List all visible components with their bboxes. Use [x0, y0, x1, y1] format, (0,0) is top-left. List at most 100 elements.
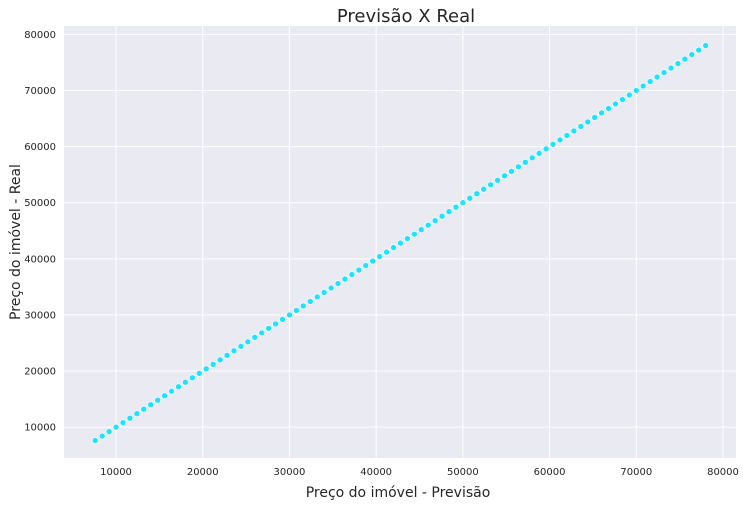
- data-point: [549, 141, 557, 148]
- data-point: [563, 132, 571, 139]
- data-point: [341, 275, 349, 283]
- data-point: [542, 145, 550, 153]
- data-point: [619, 96, 626, 103]
- data-point: [300, 302, 307, 310]
- y-tick-label: 50000: [24, 198, 56, 209]
- data-point: [695, 46, 703, 54]
- data-point: [105, 428, 113, 435]
- data-point: [612, 100, 619, 108]
- data-point: [362, 262, 370, 269]
- data-point: [667, 64, 675, 72]
- x-tick-label: 50000: [447, 467, 479, 478]
- data-point: [223, 352, 231, 359]
- data-point: [431, 217, 439, 224]
- data-point: [126, 414, 134, 422]
- data-point: [272, 320, 279, 328]
- data-point: [251, 334, 259, 341]
- grid: [64, 26, 736, 458]
- data-point: [702, 42, 709, 49]
- data-point: [327, 284, 335, 292]
- data-point: [508, 168, 515, 175]
- data-point: [632, 87, 640, 94]
- data-point: [195, 369, 203, 377]
- y-tick-label: 60000: [24, 142, 56, 153]
- data-point: [660, 69, 668, 76]
- data-point: [646, 78, 654, 85]
- y-tick-label: 80000: [24, 30, 56, 41]
- data-point: [230, 347, 238, 355]
- data-point: [313, 293, 321, 301]
- data-point: [639, 82, 647, 90]
- x-tick-label: 40000: [360, 467, 392, 478]
- data-point: [182, 378, 189, 386]
- data-point: [626, 91, 633, 99]
- data-point: [112, 423, 120, 431]
- data-point: [653, 73, 661, 81]
- data-point: [348, 271, 356, 278]
- data-point: [265, 325, 272, 332]
- x-tick-label: 70000: [620, 467, 652, 478]
- data-point: [202, 365, 210, 373]
- data-point: [168, 387, 175, 395]
- data-points: [91, 42, 709, 444]
- data-point: [417, 226, 425, 233]
- data-point: [369, 257, 376, 265]
- data-point: [320, 289, 328, 296]
- data-point: [605, 105, 612, 112]
- y-tick-label: 40000: [24, 254, 56, 265]
- data-point: [445, 208, 453, 216]
- data-point: [515, 163, 522, 171]
- data-point: [404, 235, 411, 242]
- data-point: [209, 361, 217, 368]
- data-point: [147, 401, 155, 409]
- data-point: [154, 396, 161, 404]
- data-point: [424, 221, 432, 229]
- data-point: [466, 194, 474, 202]
- data-point: [306, 298, 314, 305]
- data-point: [244, 338, 252, 346]
- x-tick-label: 60000: [534, 467, 566, 478]
- data-point: [494, 176, 501, 184]
- data-point: [355, 266, 363, 274]
- data-point: [216, 356, 224, 364]
- data-point: [473, 190, 481, 198]
- y-tick-label: 30000: [24, 310, 56, 321]
- x-axis-label: Preço do imóvel - Previsão: [306, 485, 491, 501]
- data-point: [674, 60, 682, 67]
- data-point: [452, 203, 460, 211]
- data-point: [383, 248, 390, 256]
- data-point: [591, 114, 598, 121]
- data-point: [258, 329, 265, 337]
- data-point: [119, 419, 127, 426]
- data-point: [459, 199, 467, 207]
- x-tick-labels: 10000 20000 30000 40000 50000 60000 70000 80000: [100, 467, 739, 478]
- data-point: [438, 212, 446, 220]
- data-point: [681, 55, 689, 63]
- data-point: [598, 109, 605, 117]
- data-point: [570, 127, 578, 135]
- data-point: [161, 392, 168, 400]
- x-tick-label: 80000: [707, 467, 739, 478]
- data-point: [688, 51, 696, 58]
- data-point: [237, 343, 245, 350]
- data-point: [175, 383, 182, 391]
- data-point: [390, 244, 397, 251]
- data-point: [334, 280, 342, 287]
- data-point: [189, 374, 196, 382]
- y-axis-label: Preço do imóvel - Real: [8, 164, 24, 320]
- x-tick-label: 30000: [274, 467, 306, 478]
- data-point: [286, 311, 293, 319]
- data-point: [98, 432, 106, 440]
- data-point: [376, 253, 383, 260]
- data-point: [91, 437, 99, 444]
- data-point: [521, 159, 529, 166]
- data-point: [556, 136, 564, 144]
- data-point: [480, 185, 487, 193]
- data-point: [279, 316, 286, 323]
- data-point: [501, 172, 508, 180]
- y-tick-labels: 10000 20000 30000 40000 50000 60000 70000 80000: [24, 30, 56, 434]
- data-point: [133, 410, 141, 417]
- data-point: [397, 239, 404, 247]
